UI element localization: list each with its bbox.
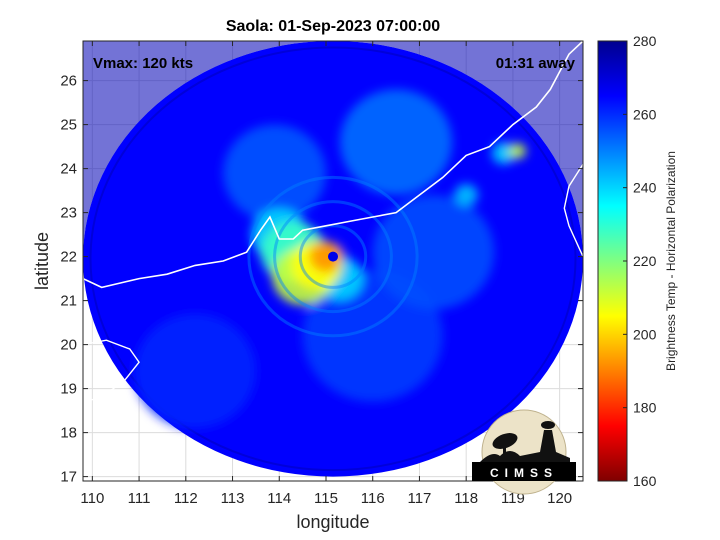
y-axis-title: latitude [32, 232, 52, 290]
y-tick-label: 20 [60, 337, 77, 354]
data-cell [509, 143, 526, 159]
colorbar-ticks: 160 180 200 220 240 260 280 [623, 33, 657, 489]
y-tick-label: 25 [60, 117, 77, 134]
data-cell [372, 195, 495, 310]
y-tick-label: 19 [60, 381, 77, 398]
cimss-logo: CIMSS [472, 409, 576, 495]
x-tick-label: 114 [267, 490, 291, 507]
coastline-china [83, 41, 583, 289]
x-tick-label: 119 [501, 490, 525, 507]
swath-edge [89, 46, 577, 472]
cb-tick-label: 260 [633, 106, 657, 122]
y-tick-label: 17 [60, 469, 77, 486]
cb-tick-label: 200 [633, 326, 657, 342]
x-tick-label: 118 [454, 490, 478, 507]
x-tick-label: 112 [174, 490, 198, 507]
coastline [83, 41, 583, 403]
brightness-temp-cells [134, 89, 526, 429]
x-tick-label: 120 [547, 490, 572, 507]
data-cell [223, 124, 326, 222]
coastline-taiwan [563, 163, 583, 257]
cb-tick-label: 280 [633, 33, 657, 49]
vmax-annotation: Vmax: 120 kts [93, 55, 193, 72]
axes-box [82, 40, 584, 482]
cb-tick-label: 220 [633, 253, 657, 269]
y-tick-label: 23 [60, 205, 77, 222]
y-tick-label: 18 [60, 425, 77, 442]
y-tick-label: 21 [60, 293, 77, 310]
data-cell [134, 313, 256, 429]
time-away-annotation: 01:31 away [496, 55, 576, 72]
x-tick-label: 117 [407, 490, 431, 507]
y-tick-label: 22 [60, 249, 77, 266]
y-tick-label: 26 [60, 73, 77, 90]
rain-band [298, 224, 368, 289]
data-cell [491, 142, 516, 165]
x-tick-label: 110 [80, 490, 104, 507]
x-tick-label: 115 [314, 490, 338, 507]
swath-land-region [83, 41, 583, 259]
cb-tick-label: 240 [633, 180, 657, 196]
colorbar-title: Brightness Temp - Horizontal Polarizatio… [664, 151, 678, 371]
storm-eye [247, 175, 419, 338]
colorbar [597, 40, 628, 482]
x-axis-title: longitude [296, 512, 369, 532]
x-tick-label: 116 [361, 490, 385, 507]
rain-band [247, 175, 419, 338]
y-axis: 17 18 19 20 21 22 23 24 25 26 [60, 73, 583, 486]
data-cell [309, 241, 343, 272]
data-cell [340, 89, 453, 195]
eye-center [328, 251, 338, 262]
cb-tick-label: 160 [633, 473, 657, 489]
logo-text: CIMSS [490, 466, 558, 480]
x-tick-label: 111 [128, 490, 151, 507]
data-cell [454, 184, 478, 206]
coastline-hainan [83, 339, 140, 403]
chart-title: Saola: 01-Sep-2023 07:00:00 [226, 18, 440, 35]
rain-band [273, 200, 393, 314]
cb-tick-label: 180 [633, 400, 657, 416]
x-tick-label: 113 [221, 490, 245, 507]
x-axis: 110 111 112 113 114 115 116 117 118 119 120 [80, 41, 572, 507]
y-tick-label: 24 [60, 161, 77, 178]
